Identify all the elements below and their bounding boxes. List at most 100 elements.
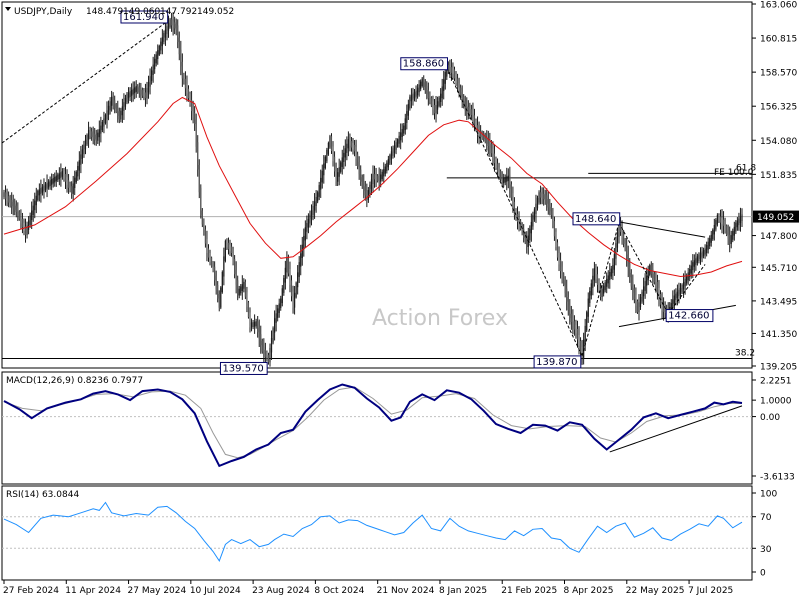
candle-body: [492, 148, 494, 159]
candle-body: [100, 125, 102, 134]
candle-body: [360, 169, 362, 182]
dropdown-arrow-icon[interactable]: [5, 7, 11, 11]
candle-body: [266, 352, 268, 360]
rsi-tick-label: 30: [760, 545, 772, 555]
candle-body: [590, 283, 592, 296]
candle-body: [529, 228, 531, 241]
candle-body: [183, 73, 185, 84]
candle-body: [101, 122, 103, 131]
candle-body: [424, 82, 426, 91]
candle-body: [261, 340, 263, 352]
candle-body: [596, 274, 599, 285]
x-tick-label: 8 Oct 2024: [314, 586, 364, 596]
macd-tick-label: 0.00: [760, 413, 780, 423]
candle-body: [558, 253, 560, 265]
candle-body: [469, 108, 471, 114]
candle-body: [518, 217, 520, 226]
candle-body: [416, 87, 419, 96]
candle-body: [403, 125, 405, 134]
candle-body: [301, 244, 303, 258]
candle-body: [675, 293, 677, 301]
candle-body: [218, 293, 220, 308]
candle-body: [435, 105, 437, 114]
price-annotations: FE 100.061.8 38.2 161.940 158.860 148.640 142…: [120, 10, 756, 375]
candle-body: [615, 243, 617, 259]
candle-body: [739, 216, 742, 224]
candle-body: [367, 190, 369, 200]
candle-body: [269, 347, 271, 363]
candle-body: [664, 307, 666, 313]
candle-body: [707, 241, 709, 250]
candle-body: [212, 262, 214, 272]
candle-body: [112, 96, 114, 105]
candle-body: [227, 242, 230, 250]
candle-body: [478, 130, 480, 136]
macd-title: MACD(12,26,9) 0.8236 0.7977: [6, 376, 143, 386]
candle-body: [303, 235, 305, 250]
candle-body: [466, 105, 468, 112]
candle-body: [106, 110, 108, 120]
macd-tick-label: 1.0000: [760, 397, 792, 407]
candle-body: [704, 248, 706, 255]
candle-body: [181, 61, 183, 79]
candle-body: [326, 149, 328, 162]
candle-body: [619, 221, 622, 232]
candle-body: [576, 328, 579, 340]
candle-body: [507, 175, 509, 181]
candle-body: [481, 132, 483, 139]
candle-body: [713, 224, 715, 235]
candle-body: [167, 22, 170, 31]
candle-body: [132, 88, 134, 95]
candle-body: [83, 144, 85, 155]
rsi-plot: [2, 501, 752, 562]
candle-body: [47, 181, 50, 188]
macd-signal-line: [3, 386, 743, 459]
candle-body: [80, 154, 82, 165]
candle-body: [473, 115, 476, 125]
candle-body: [550, 206, 552, 216]
candle-body: [433, 105, 436, 114]
candle-body: [718, 215, 720, 222]
candle-body: [460, 87, 462, 97]
candle-body: [643, 286, 645, 297]
candle-body: [575, 325, 577, 334]
candle-body: [690, 265, 692, 274]
candle-body: [29, 215, 31, 225]
candle-body: [55, 175, 57, 182]
candle-body: [184, 78, 187, 89]
candle-body: [578, 334, 580, 346]
candle-body: [277, 308, 279, 318]
candle-body: [349, 139, 351, 146]
candle-body: [584, 325, 586, 345]
x-tick-label: 23 Aug 2024: [252, 586, 310, 596]
candle-body: [61, 171, 64, 177]
candle-body: [520, 220, 522, 229]
candle-body: [327, 143, 330, 155]
candle-body: [681, 284, 683, 293]
candle-body: [446, 64, 448, 77]
x-tick-label: 8 Apr 2025: [564, 586, 614, 596]
price-tick-label: 163.060: [760, 1, 797, 11]
candle-body: [201, 210, 203, 225]
candle-body: [355, 146, 357, 159]
rsi-tick-label: 70: [760, 513, 772, 523]
candle-body: [52, 177, 54, 184]
candle-body: [198, 165, 200, 193]
candle-body: [506, 176, 508, 182]
candle-body: [306, 223, 308, 232]
fib-level-label: 61.8: [736, 163, 756, 173]
x-axis: 27 Feb 2024 11 Apr 2024 27 May 2024 10 Jul …: [3, 580, 733, 596]
candle-body: [78, 160, 80, 171]
candle-body: [98, 129, 100, 138]
price-tick-label: 154.080: [760, 137, 797, 147]
candle-body: [712, 229, 714, 240]
candle-body: [627, 254, 629, 269]
candle-body: [134, 87, 136, 94]
price-tick-label: 141.350: [760, 330, 797, 340]
candle-body: [226, 240, 228, 248]
candle-body: [567, 297, 569, 310]
candle-body: [38, 189, 40, 196]
candle-body: [180, 49, 182, 67]
candle-body: [369, 184, 371, 195]
candle-body: [564, 280, 566, 294]
